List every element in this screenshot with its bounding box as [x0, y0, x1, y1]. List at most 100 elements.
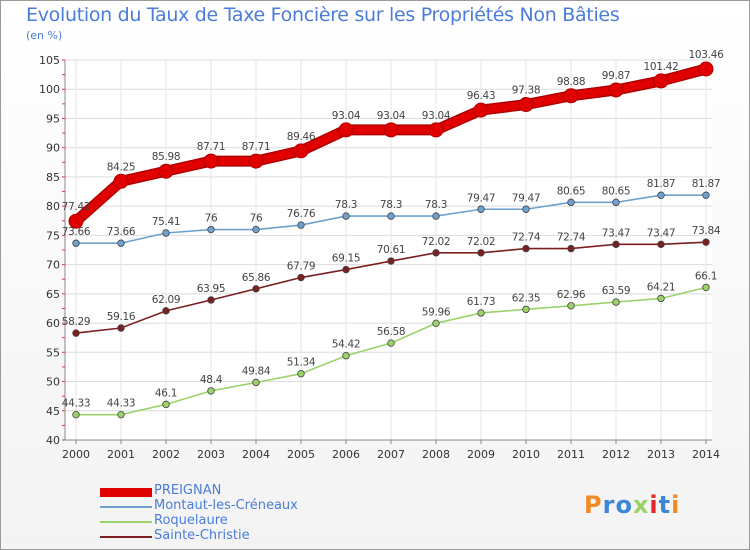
data-point-roquelaure: [432, 319, 440, 328]
data-label-preignan: 93.04: [377, 110, 406, 122]
data-label-roquelaure: 61.73: [467, 296, 496, 308]
x-tick-label: 2010: [512, 448, 540, 461]
x-tick-label: 2004: [242, 448, 270, 461]
y-tick-label: 100: [39, 83, 60, 96]
y-tick-label: 85: [46, 171, 60, 184]
data-label-montaut-les-creneaux: 81.87: [692, 178, 721, 190]
proxiti-logo: Proxiti: [584, 491, 680, 519]
data-point-roquelaure: [567, 302, 575, 310]
data-label-preignan: 89.46: [287, 131, 316, 143]
data-label-preignan: 84.25: [107, 161, 136, 173]
data-point-roquelaure: [162, 400, 170, 409]
x-tick-label: 2013: [647, 448, 675, 461]
data-point-sainte-christie: [72, 329, 80, 337]
data-label-roquelaure: 44.33: [107, 398, 136, 410]
data-point-montaut-les-creneaux: [522, 205, 530, 213]
data-label-sainte-christie: 65.86: [242, 272, 271, 284]
data-point-sainte-christie: [387, 257, 395, 265]
data-label-sainte-christie: 70.61: [377, 244, 406, 256]
legend-label-montaut: Montaut-les-Créneaux: [154, 498, 298, 513]
data-point-preignan: [203, 153, 219, 169]
data-point-sainte-christie: [702, 238, 710, 246]
data-label-roquelaure: 66.1: [695, 270, 717, 282]
data-label-preignan: 97.38: [512, 85, 541, 97]
data-point-roquelaure: [117, 410, 125, 419]
x-tick-label: 2002: [152, 448, 180, 461]
data-label-montaut-les-creneaux: 78.3: [380, 199, 402, 211]
data-label-montaut-les-creneaux: 76.76: [287, 208, 316, 220]
data-label-montaut-les-creneaux: 73.66: [107, 226, 136, 238]
data-label-roquelaure: 46.1: [155, 387, 177, 399]
data-label-preignan: 85.98: [152, 151, 181, 163]
data-label-roquelaure: 51.34: [287, 357, 316, 369]
data-label-preignan: 101.42: [644, 61, 679, 73]
logo-letter: i: [649, 491, 659, 519]
y-tick-label: 75: [46, 229, 60, 242]
data-label-sainte-christie: 67.79: [287, 261, 316, 273]
data-label-roquelaure: 62.35: [512, 292, 541, 304]
legend-swatch-roquelaure: [100, 521, 152, 523]
data-point-roquelaure: [252, 378, 260, 387]
data-point-montaut-les-creneaux: [477, 205, 485, 213]
logo-letter: r: [602, 491, 616, 519]
data-point-sainte-christie: [477, 249, 485, 257]
data-point-sainte-christie: [432, 249, 440, 257]
data-point-preignan: [68, 213, 84, 229]
data-label-montaut-les-creneaux: 78.3: [335, 199, 357, 211]
x-tick-label: 2007: [377, 448, 405, 461]
data-label-preignan: 77.42: [62, 201, 91, 213]
data-point-montaut-les-creneaux: [657, 191, 665, 199]
data-point-roquelaure: [207, 387, 215, 395]
data-label-montaut-les-creneaux: 81.87: [647, 178, 676, 190]
data-point-preignan: [158, 163, 174, 179]
data-point-roquelaure: [702, 283, 710, 292]
legend-swatch-sainte-christie: [100, 536, 152, 538]
data-label-montaut-les-creneaux: 76: [250, 213, 263, 225]
data-label-montaut-les-creneaux: 76: [205, 213, 218, 225]
data-point-montaut-les-creneaux: [207, 225, 215, 234]
data-label-sainte-christie: 73.47: [647, 227, 676, 239]
x-tick-label: 2001: [107, 448, 135, 461]
data-point-preignan: [428, 122, 444, 138]
data-label-preignan: 93.04: [332, 110, 361, 122]
chart-unit-label: (en %): [26, 29, 63, 42]
data-point-roquelaure: [342, 351, 350, 360]
y-tick-label: 60: [46, 317, 60, 330]
x-tick-label: 2009: [467, 448, 495, 461]
data-label-preignan: 96.43: [467, 90, 496, 102]
legend-item-roquelaure: Roquelaure: [100, 513, 400, 530]
data-point-sainte-christie: [342, 265, 350, 274]
data-label-preignan: 103.46: [689, 49, 725, 61]
data-point-roquelaure: [477, 309, 485, 317]
x-tick-label: 2005: [287, 448, 315, 461]
data-point-preignan: [653, 73, 669, 89]
data-point-montaut-les-creneaux: [252, 225, 260, 234]
data-label-sainte-christie: 62.09: [152, 294, 181, 306]
x-tick-label: 2003: [197, 448, 225, 461]
data-label-sainte-christie: 58.29: [62, 316, 91, 328]
legend-label-roquelaure: Roquelaure: [154, 513, 228, 528]
data-point-montaut-les-creneaux: [612, 198, 620, 207]
data-label-preignan: 98.88: [557, 76, 586, 88]
data-label-sainte-christie: 72.74: [557, 232, 586, 244]
data-point-montaut-les-creneaux: [432, 212, 440, 220]
data-point-roquelaure: [522, 305, 530, 314]
data-label-montaut-les-creneaux: 80.65: [602, 185, 631, 197]
data-label-roquelaure: 49.84: [242, 365, 271, 377]
data-point-montaut-les-creneaux: [297, 221, 305, 229]
data-label-montaut-les-creneaux: 75.41: [152, 216, 181, 228]
data-label-sainte-christie: 72.02: [422, 236, 451, 248]
logo-letter: o: [615, 491, 633, 519]
data-label-preignan: 99.87: [602, 70, 631, 82]
data-label-preignan: 87.71: [242, 141, 271, 153]
x-tick-label: 2006: [332, 448, 360, 461]
legend-item-preignan: PREIGNAN: [100, 483, 400, 500]
data-point-sainte-christie: [522, 244, 530, 253]
logo-letter: i: [671, 491, 681, 519]
legend-swatch-montaut: [100, 506, 152, 508]
chart-title: Evolution du Taux de Taxe Foncière sur l…: [26, 4, 620, 26]
data-point-roquelaure: [72, 410, 80, 419]
data-label-sainte-christie: 73.84: [692, 225, 721, 237]
data-label-sainte-christie: 73.47: [602, 227, 631, 239]
data-point-sainte-christie: [297, 273, 305, 282]
